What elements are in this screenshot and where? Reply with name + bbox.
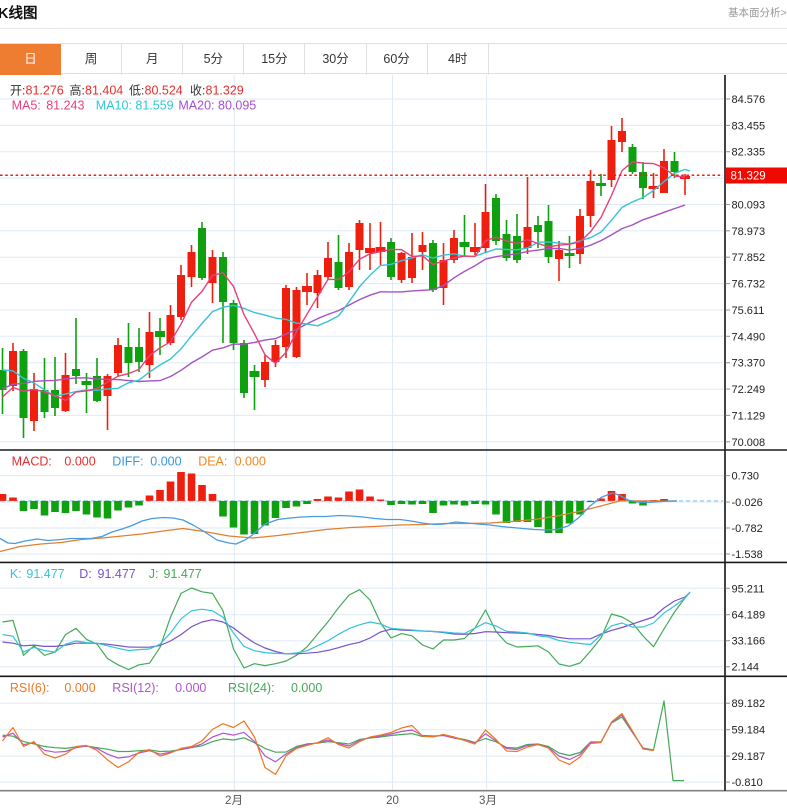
svg-text:2月: 2月 [225, 795, 243, 807]
svg-text:MA10:: MA10: [96, 99, 132, 113]
svg-text:-0.782: -0.782 [732, 523, 763, 535]
svg-text:DIFF:: DIFF: [112, 455, 143, 469]
svg-text:0.730: 0.730 [732, 471, 760, 483]
svg-text:81.329: 81.329 [731, 171, 766, 183]
svg-text:0.000: 0.000 [235, 455, 266, 469]
svg-text:59.184: 59.184 [732, 725, 766, 737]
svg-text:低:: 低: [129, 84, 144, 98]
svg-text:80.093: 80.093 [732, 200, 766, 212]
svg-text:0.000: 0.000 [150, 455, 181, 469]
svg-text:76.732: 76.732 [732, 279, 766, 291]
svg-text:RSI(24):: RSI(24): [228, 681, 275, 695]
svg-text:81.329: 81.329 [206, 84, 244, 98]
svg-text:73.370: 73.370 [732, 358, 766, 370]
svg-text:81.276: 81.276 [26, 84, 64, 98]
svg-text:0.000: 0.000 [64, 455, 95, 469]
svg-text:20: 20 [386, 795, 399, 807]
svg-text:K:: K: [10, 567, 22, 581]
svg-text:J:: J: [149, 567, 159, 581]
svg-text:91.477: 91.477 [26, 567, 64, 581]
svg-text:71.129: 71.129 [732, 410, 766, 422]
svg-text:77.852: 77.852 [732, 252, 766, 264]
svg-text:83.455: 83.455 [732, 120, 766, 132]
svg-text:3月: 3月 [479, 795, 497, 807]
svg-text:RSI(6):: RSI(6): [10, 681, 50, 695]
svg-text:高:: 高: [70, 83, 85, 98]
svg-text:0.000: 0.000 [64, 681, 95, 695]
svg-text:91.477: 91.477 [98, 567, 136, 581]
svg-text:78.973: 78.973 [732, 226, 766, 238]
svg-text:0.000: 0.000 [291, 681, 322, 695]
svg-text:81.404: 81.404 [85, 84, 123, 98]
svg-text:64.189: 64.189 [732, 610, 766, 622]
svg-text:70.008: 70.008 [732, 437, 766, 449]
svg-text:91.477: 91.477 [164, 567, 202, 581]
svg-text:-0.026: -0.026 [732, 497, 763, 509]
svg-text:89.182: 89.182 [732, 698, 766, 710]
svg-text:72.249: 72.249 [732, 384, 766, 396]
svg-text:0.000: 0.000 [175, 681, 206, 695]
svg-text:80.095: 80.095 [218, 99, 256, 113]
svg-text:74.490: 74.490 [732, 331, 766, 343]
svg-text:33.166: 33.166 [732, 636, 766, 648]
svg-text:D:: D: [79, 567, 92, 581]
svg-text:RSI(12):: RSI(12): [112, 681, 159, 695]
svg-text:-0.810: -0.810 [732, 777, 763, 789]
svg-text:29.187: 29.187 [732, 751, 766, 763]
svg-text:收:: 收: [190, 84, 205, 98]
svg-text:DEA:: DEA: [198, 455, 227, 469]
svg-text:95.211: 95.211 [732, 583, 765, 595]
svg-text:2.144: 2.144 [732, 662, 760, 674]
svg-text:84.576: 84.576 [732, 94, 766, 106]
svg-text:81.243: 81.243 [46, 99, 84, 113]
svg-text:81.559: 81.559 [135, 99, 173, 113]
svg-text:MACD:: MACD: [12, 455, 52, 469]
svg-text:-1.538: -1.538 [732, 549, 763, 561]
svg-text:75.611: 75.611 [732, 305, 765, 317]
svg-text:MA20:: MA20: [178, 99, 214, 113]
svg-text:MA5:: MA5: [12, 99, 41, 113]
svg-text:80.524: 80.524 [145, 84, 183, 98]
svg-text:82.335: 82.335 [732, 147, 766, 159]
svg-text:开:: 开: [10, 84, 25, 98]
